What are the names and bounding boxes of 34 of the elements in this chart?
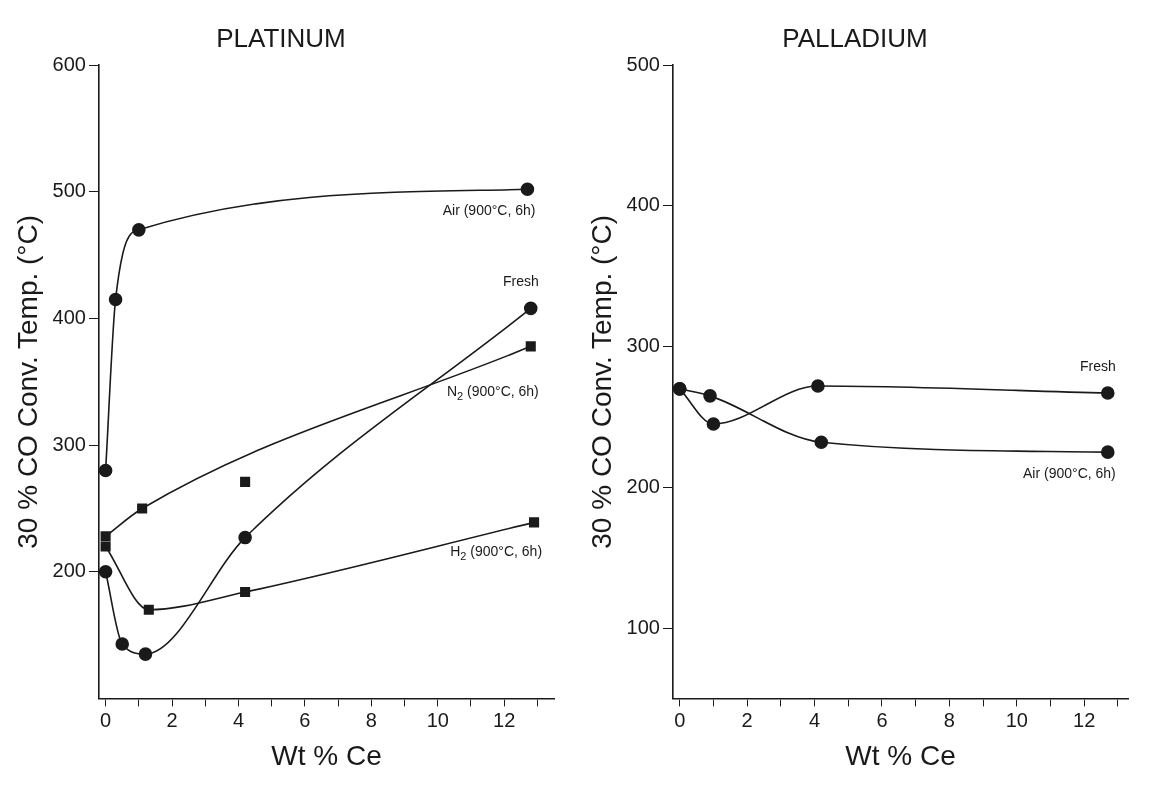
x-tick-label: 8 xyxy=(365,708,377,731)
series-label: Fresh xyxy=(502,273,539,290)
series-label: Air (900°C, 6h) xyxy=(442,202,536,219)
y-tick-label: 500 xyxy=(52,179,86,202)
x-axis-title: Wt % Ce xyxy=(845,739,956,771)
y-tick-label: 600 xyxy=(52,52,86,75)
x-axis-title: Wt % Ce xyxy=(271,739,382,771)
y-axis-title: 30 % CO Conv. Temp. (°C) xyxy=(585,214,617,549)
y-axis-title: 30 % CO Conv. Temp. (°C) xyxy=(11,214,43,549)
chart-title: PLATINUM xyxy=(216,22,346,53)
x-tick-label: 0 xyxy=(674,708,686,731)
y-tick-label: 300 xyxy=(626,334,660,357)
x-tick-label: 6 xyxy=(299,708,311,731)
x-tick-label: 2 xyxy=(741,708,753,731)
x-tick-label: 2 xyxy=(166,708,178,731)
x-tick-label: 12 xyxy=(493,708,516,731)
y-tick-label: 200 xyxy=(52,559,86,582)
series-label: Air (900°C, 6h) xyxy=(1023,465,1116,482)
y-tick-label: 300 xyxy=(52,432,86,455)
x-tick-label: 12 xyxy=(1073,708,1096,731)
y-tick-label: 400 xyxy=(626,193,660,216)
chart-title: PALLADIUM xyxy=(782,22,928,53)
x-tick-label: 0 xyxy=(100,708,112,731)
x-tick-label: 4 xyxy=(808,708,821,731)
x-tick-label: 8 xyxy=(943,708,955,731)
y-tick-label: 500 xyxy=(626,52,660,75)
y-tick-label: 400 xyxy=(52,306,86,328)
y-tick-label: 100 xyxy=(626,615,660,638)
x-tick-label: 6 xyxy=(876,708,888,731)
y-tick-label: 200 xyxy=(626,474,660,497)
x-tick-label: 4 xyxy=(232,708,245,731)
x-tick-label: 10 xyxy=(1005,708,1028,731)
x-tick-label: 10 xyxy=(426,708,449,731)
series-label: Fresh xyxy=(1079,357,1116,374)
